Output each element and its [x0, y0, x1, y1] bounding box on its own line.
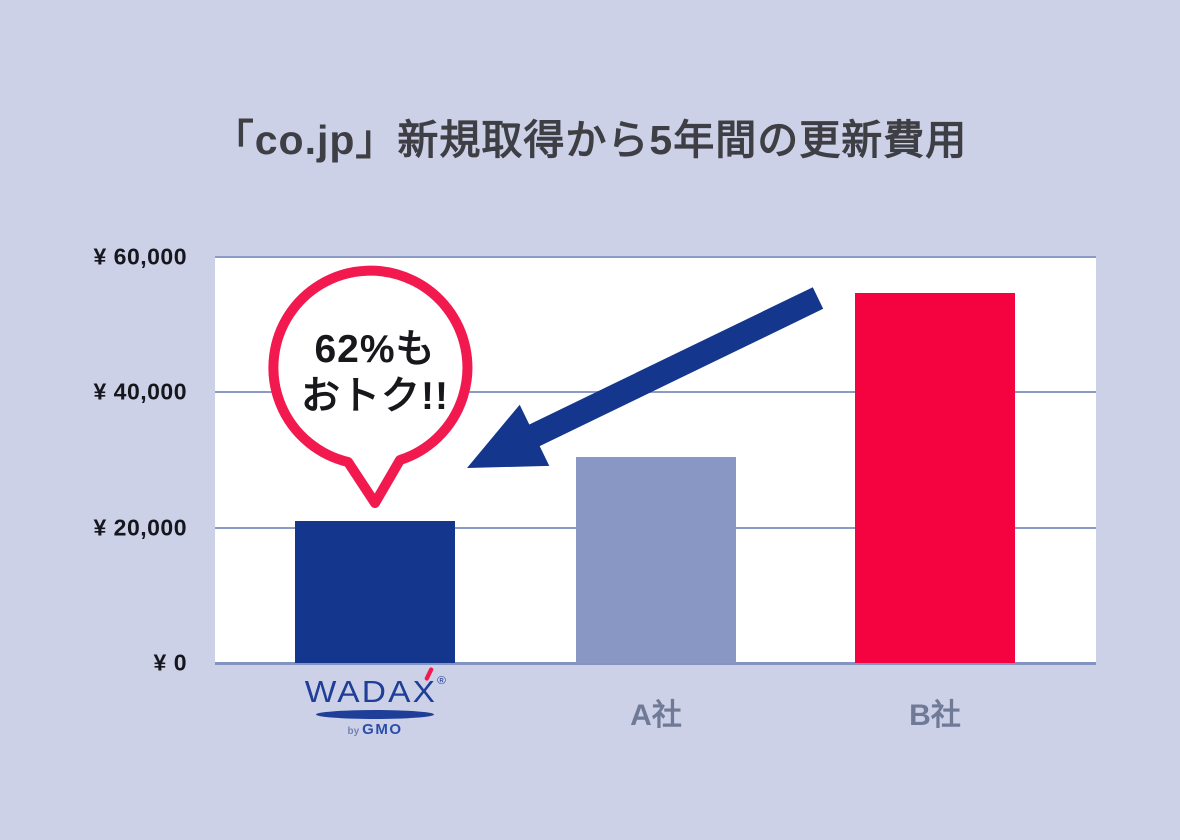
callout-bubble [268, 265, 473, 508]
x-label-company-b: B社 [909, 699, 961, 732]
wadax-logo: WADAX® [304, 666, 446, 709]
registered-mark: ® [436, 675, 446, 687]
wadax-byline: by GMO [295, 722, 455, 738]
byline-prefix: by [347, 726, 360, 737]
gridline [215, 391, 1096, 394]
y-axis-labels: ¥ 0 ¥ 20,000 ¥ 40,000 ¥ 60,000 [0, 0, 187, 840]
wadax-logo-swoosh-icon [316, 710, 434, 719]
bar-company-b [855, 292, 1015, 663]
callout-text: 62%も おトク!! [275, 326, 475, 420]
savings-arrow-icon [467, 287, 824, 468]
bar-company-a [576, 456, 736, 663]
x-label-company-a: A社 [630, 699, 682, 732]
y-tick-label: ¥ 40,000 [93, 378, 187, 405]
callout-line-1: 62%も [314, 328, 436, 371]
callout-line-2: おトク!! [301, 375, 449, 418]
y-tick-label: ¥ 20,000 [93, 514, 187, 541]
gridline [215, 662, 1096, 665]
x-label-wadax-logo: WADAX® by GMO [295, 666, 455, 738]
y-tick-label: ¥ 60,000 [93, 243, 187, 270]
byline-brand: GMO [362, 721, 403, 738]
bar-wadax [295, 520, 455, 663]
gridline [215, 256, 1096, 258]
wadax-logo-text: WADAX [304, 674, 437, 709]
y-tick-label: ¥ 0 [153, 649, 187, 676]
chart-title: 「co.jp」新規取得から5年間の更新費用 [212, 117, 968, 163]
